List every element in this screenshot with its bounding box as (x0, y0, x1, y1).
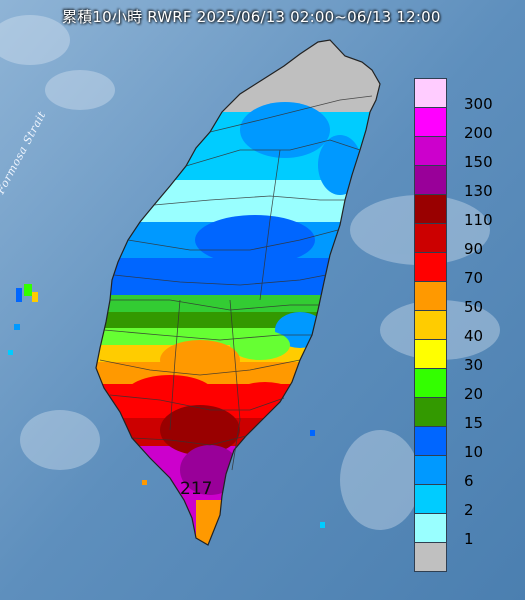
legend-label: 70 (464, 269, 484, 287)
legend-swatch (414, 252, 447, 282)
legend-swatch (414, 165, 447, 195)
legend-label: 2 (464, 501, 474, 519)
legend-label: 1 (464, 530, 474, 548)
legend-swatch (414, 310, 447, 340)
legend-label: 110 (464, 211, 493, 229)
legend-label: 300 (464, 95, 493, 113)
rainfall-legend: 300 200 150 130 110 90 70 50 40 30 20 15 10 6 2 1 (412, 78, 522, 573)
legend-swatch (414, 368, 447, 398)
legend-swatch (414, 484, 447, 514)
legend-swatch (414, 513, 447, 543)
legend-label: 20 (464, 385, 484, 403)
legend-swatch (414, 455, 447, 485)
legend-swatch (414, 194, 447, 224)
legend-label: 150 (464, 153, 493, 171)
legend-label: 200 (464, 124, 493, 142)
legend-swatch (414, 397, 447, 427)
legend-swatch (414, 78, 447, 108)
legend-label: 30 (464, 356, 484, 374)
legend-swatch (414, 107, 447, 137)
legend-label: 130 (464, 182, 493, 200)
legend-label: 15 (464, 414, 484, 432)
max-rainfall-label: 217 (180, 479, 213, 499)
legend-swatch (414, 542, 447, 572)
legend-swatch (414, 339, 447, 369)
county-boundaries (99, 95, 373, 471)
legend-swatch (414, 136, 447, 166)
legend-label: 50 (464, 298, 484, 316)
legend-label: 90 (464, 240, 484, 258)
legend-swatch (414, 426, 447, 456)
legend-swatch (414, 281, 447, 311)
legend-label: 10 (464, 443, 484, 461)
offshore-islands (8, 284, 325, 528)
map-title: 累積10小時 RWRF 2025/06/13 02:00~06/13 12:00 (62, 8, 441, 26)
legend-swatch (414, 223, 447, 253)
legend-label: 6 (464, 472, 474, 490)
legend-label: 40 (464, 327, 484, 345)
cloud-texture (0, 15, 500, 530)
